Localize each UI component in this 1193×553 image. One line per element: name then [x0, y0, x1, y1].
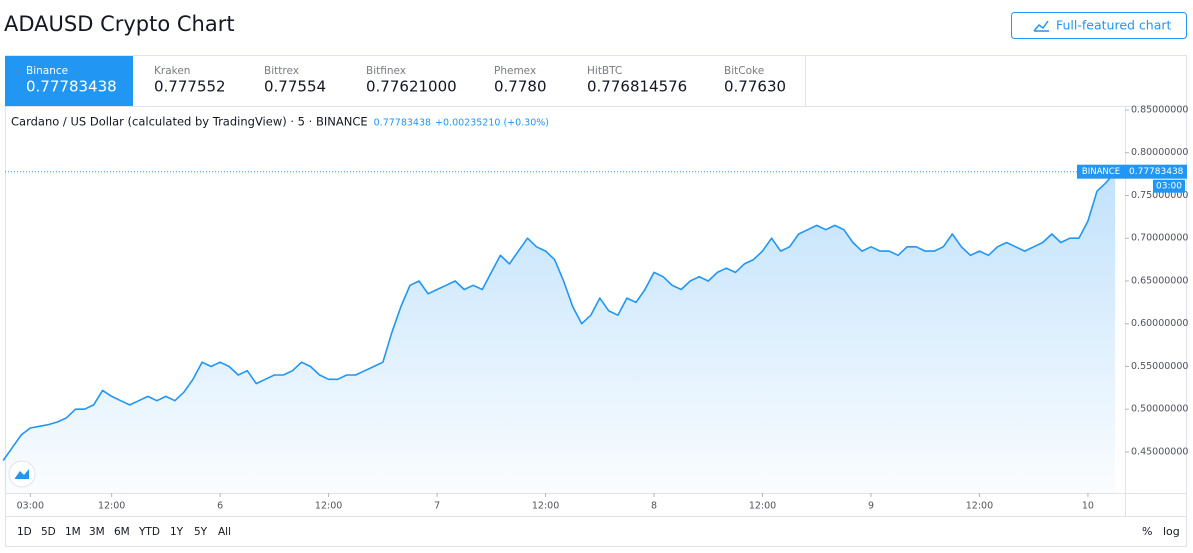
- range-button[interactable]: 1M: [65, 526, 81, 538]
- tab-price[interactable]: 0.77630: [724, 78, 786, 96]
- price-line: [2, 170, 1116, 461]
- exchange-badge-label: BINANCE: [1082, 167, 1120, 177]
- exchange-tabs: Binance0.77783438Kraken0.777552Bittrex0.…: [5, 56, 806, 106]
- tab-background[interactable]: [243, 56, 345, 106]
- tab-background[interactable]: [5, 56, 133, 106]
- y-tick-label: 0.80000000: [1131, 147, 1188, 158]
- range-button[interactable]: 5Y: [194, 526, 208, 538]
- range-button[interactable]: 5D: [41, 526, 56, 538]
- x-tick-label: 8: [651, 501, 657, 512]
- tab-background[interactable]: [473, 56, 566, 106]
- tab-background[interactable]: [566, 56, 703, 106]
- tab-price[interactable]: 0.77783438: [26, 78, 117, 96]
- x-tick-label: 7: [434, 501, 440, 512]
- tab-background[interactable]: [133, 56, 243, 106]
- range-toolbar: 1D 5D 1M 3M 6M YTD 1Y 5Y All% log: [17, 525, 1180, 538]
- range-button[interactable]: 3M: [89, 526, 105, 538]
- tab-background[interactable]: [703, 56, 805, 106]
- widget-frame: [5, 55, 1187, 547]
- price-badge-label: 0.77783438: [1129, 167, 1184, 177]
- tab-price[interactable]: 0.77554: [264, 78, 326, 96]
- tab-price[interactable]: 0.7780: [494, 78, 547, 96]
- x-tick-label: 9: [868, 501, 874, 512]
- y-tick-label: 0.50000000: [1131, 404, 1188, 415]
- exchange-badge: [1077, 164, 1125, 179]
- tab-name[interactable]: Binance: [26, 65, 68, 77]
- tab-name[interactable]: Kraken: [154, 65, 190, 77]
- y-tick-label: 0.60000000: [1131, 318, 1188, 329]
- tab-price[interactable]: 0.777552: [154, 78, 226, 96]
- symbol-label: Cardano / US Dollar (calculated by Tradi…: [11, 115, 368, 129]
- range-button[interactable]: 1Y: [170, 526, 184, 538]
- plot: 0.45000000 0.50000000 0.55000000 0.60000000…: [2, 104, 1188, 512]
- change-text: +0.00235210 (+0.30%): [435, 118, 549, 129]
- scale-option[interactable]: %: [1142, 525, 1152, 538]
- logo: [8, 460, 36, 488]
- countdown-badge: [1153, 179, 1185, 193]
- y-tick-label: 0.55000000: [1131, 361, 1188, 372]
- range-button[interactable]: YTD: [138, 526, 160, 538]
- logo-mark: [15, 469, 29, 479]
- range-button[interactable]: 1D: [17, 526, 32, 538]
- full-chart-button[interactable]: Full-featured chart: [1011, 12, 1187, 39]
- button-label[interactable]: Full-featured chart: [1056, 18, 1172, 33]
- y-tick-label: 0.85000000: [1131, 104, 1188, 115]
- button-icon[interactable]: [1033, 20, 1049, 32]
- scale-option[interactable]: log: [1163, 525, 1180, 538]
- x-tick-label: 12:00: [966, 501, 993, 512]
- range-button[interactable]: All: [218, 526, 231, 538]
- x-tick-label: 03:00: [17, 501, 44, 512]
- button-frame[interactable]: [1011, 12, 1187, 39]
- x-tick-label: 6: [217, 501, 223, 512]
- x-tick-label: 12:00: [749, 501, 776, 512]
- x-tick-label: 12:00: [98, 501, 125, 512]
- y-tick-label: 0.45000000: [1131, 446, 1188, 457]
- x-tick-label: 10: [1082, 501, 1094, 512]
- x-tick-label: 12:00: [532, 501, 559, 512]
- tab-background[interactable]: [345, 56, 473, 106]
- page-title: ADAUSD Crypto Chart: [4, 12, 235, 36]
- countdown-label: 03:00: [1156, 182, 1182, 192]
- x-tick-label: 12:00: [315, 501, 342, 512]
- y-tick-label: 0.65000000: [1131, 275, 1188, 286]
- tab-name[interactable]: BitCoke: [724, 65, 764, 77]
- last-price-text: 0.77783438: [374, 118, 431, 129]
- tab-name[interactable]: HitBTC: [587, 65, 622, 77]
- tab-price[interactable]: 0.77621000: [366, 78, 457, 96]
- tab-name[interactable]: Bittrex: [264, 65, 299, 77]
- tab-name[interactable]: Bitfinex: [366, 65, 406, 77]
- tab-name[interactable]: Phemex: [494, 65, 536, 77]
- y-tick-label: 0.75000000: [1131, 190, 1188, 201]
- range-button[interactable]: 6M: [114, 526, 130, 538]
- price-badge: [1125, 164, 1187, 179]
- tab-price[interactable]: 0.776814576: [587, 78, 687, 96]
- area-fill: [3, 171, 1116, 493]
- y-tick-label: 0.70000000: [1131, 233, 1188, 244]
